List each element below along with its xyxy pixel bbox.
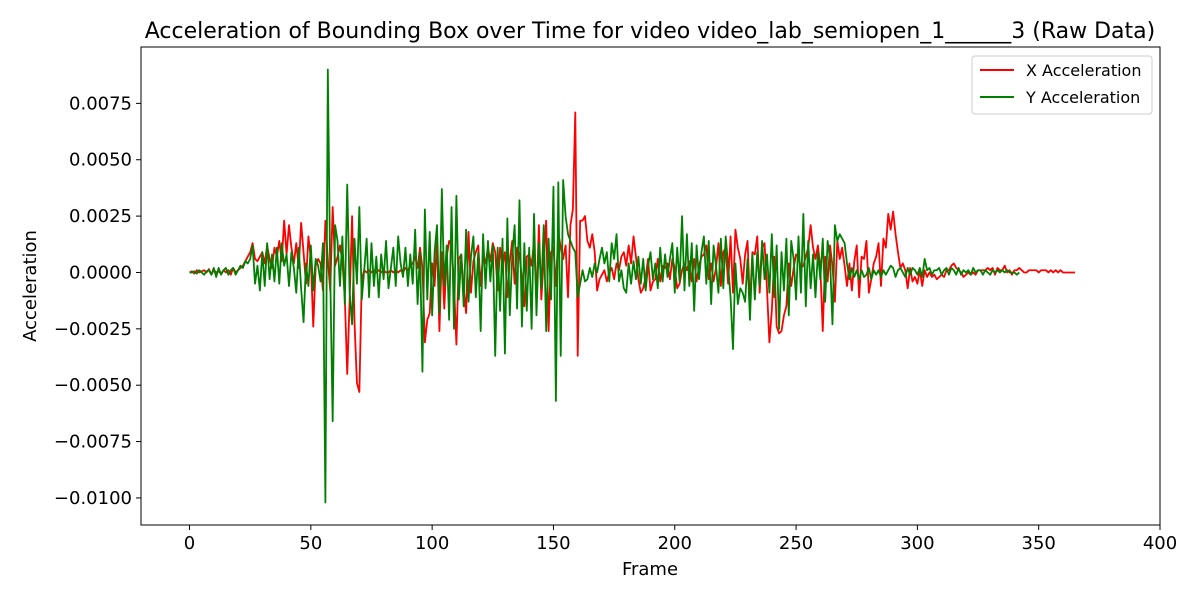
y-tick-label: −0.0025 xyxy=(54,319,132,340)
x-axis-title: Frame xyxy=(622,559,678,580)
x-tick-label: 150 xyxy=(536,533,570,554)
legend: X Acceleration Y Acceleration xyxy=(971,55,1153,115)
y-tick-label: −0.0050 xyxy=(54,375,132,396)
plot-area xyxy=(140,46,1161,526)
y-tick-label: −0.0100 xyxy=(54,488,132,509)
y-axis-title: Acceleration xyxy=(20,230,41,342)
x-tick-label: 0 xyxy=(184,533,195,554)
x-tick-label: 350 xyxy=(1022,533,1056,554)
x-tick-label: 200 xyxy=(658,533,692,554)
legend-label-y-acceleration: Y Acceleration xyxy=(1025,88,1140,107)
legend-label-x-acceleration: X Acceleration xyxy=(1026,61,1141,80)
x-tick-label: 250 xyxy=(779,533,813,554)
y-tick-label: 0.0075 xyxy=(69,93,132,114)
series-line-y-acceleration xyxy=(189,68,1020,504)
legend-box xyxy=(971,55,1153,115)
chart-title: Acceleration of Bounding Box over Time f… xyxy=(145,19,1155,44)
y-axis: 0.0075 0.0050 0.0025 0.0000 −0.0025 −0.0050 −0… xyxy=(54,93,141,509)
y-tick-label: 0.0000 xyxy=(69,262,132,283)
y-tick-label: 0.0050 xyxy=(69,150,132,171)
x-tick-label: 400 xyxy=(1143,533,1177,554)
y-tick-label: −0.0075 xyxy=(54,432,132,453)
x-axis: 0 50 100 150 200 250 300 350 400 xyxy=(184,525,1177,554)
series-layer xyxy=(189,68,1076,504)
series-line-x-acceleration xyxy=(189,111,1076,393)
x-tick-label: 300 xyxy=(900,533,934,554)
plot-frame xyxy=(140,46,1161,526)
y-tick-label: 0.0025 xyxy=(69,206,132,227)
x-tick-label: 50 xyxy=(299,533,322,554)
x-tick-label: 100 xyxy=(415,533,449,554)
